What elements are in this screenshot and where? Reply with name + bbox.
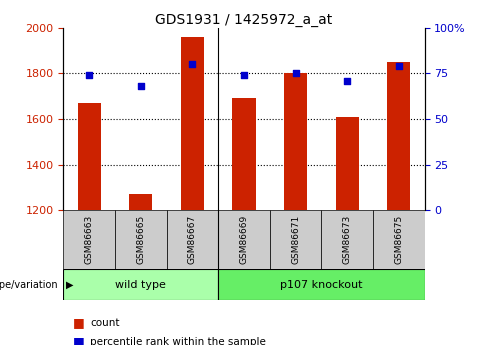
Point bbox=[188, 61, 196, 67]
Bar bbox=[387, 62, 410, 210]
Bar bbox=[218, 210, 270, 269]
Text: ▶: ▶ bbox=[66, 280, 73, 289]
Text: wild type: wild type bbox=[115, 280, 166, 289]
Text: count: count bbox=[90, 318, 120, 327]
Bar bbox=[218, 269, 425, 300]
Bar bbox=[63, 269, 218, 300]
Bar bbox=[270, 210, 322, 269]
Text: percentile rank within the sample: percentile rank within the sample bbox=[90, 337, 266, 345]
Text: p107 knockout: p107 knockout bbox=[280, 280, 363, 289]
Text: GSM86669: GSM86669 bbox=[240, 215, 248, 264]
Text: GSM86675: GSM86675 bbox=[394, 215, 403, 264]
Bar bbox=[284, 73, 307, 210]
Point bbox=[395, 63, 403, 69]
Bar bbox=[115, 210, 166, 269]
Text: GSM86663: GSM86663 bbox=[85, 215, 94, 264]
Bar bbox=[166, 210, 218, 269]
Bar bbox=[336, 117, 359, 210]
Bar bbox=[63, 210, 115, 269]
Bar bbox=[373, 210, 425, 269]
Text: ■: ■ bbox=[73, 335, 85, 345]
Bar bbox=[78, 103, 101, 210]
Text: GSM86671: GSM86671 bbox=[291, 215, 300, 264]
Text: GSM86665: GSM86665 bbox=[136, 215, 145, 264]
Point bbox=[240, 72, 248, 78]
Point bbox=[292, 71, 300, 76]
Bar bbox=[322, 210, 373, 269]
Text: GSM86673: GSM86673 bbox=[343, 215, 352, 264]
Text: genotype/variation: genotype/variation bbox=[0, 280, 59, 289]
Bar bbox=[129, 195, 152, 210]
Point bbox=[137, 83, 145, 89]
Bar bbox=[232, 98, 256, 210]
Point bbox=[343, 78, 351, 83]
Text: ■: ■ bbox=[73, 316, 85, 329]
Text: GSM86667: GSM86667 bbox=[188, 215, 197, 264]
Point bbox=[85, 72, 93, 78]
Title: GDS1931 / 1425972_a_at: GDS1931 / 1425972_a_at bbox=[155, 12, 333, 27]
Bar bbox=[181, 37, 204, 210]
